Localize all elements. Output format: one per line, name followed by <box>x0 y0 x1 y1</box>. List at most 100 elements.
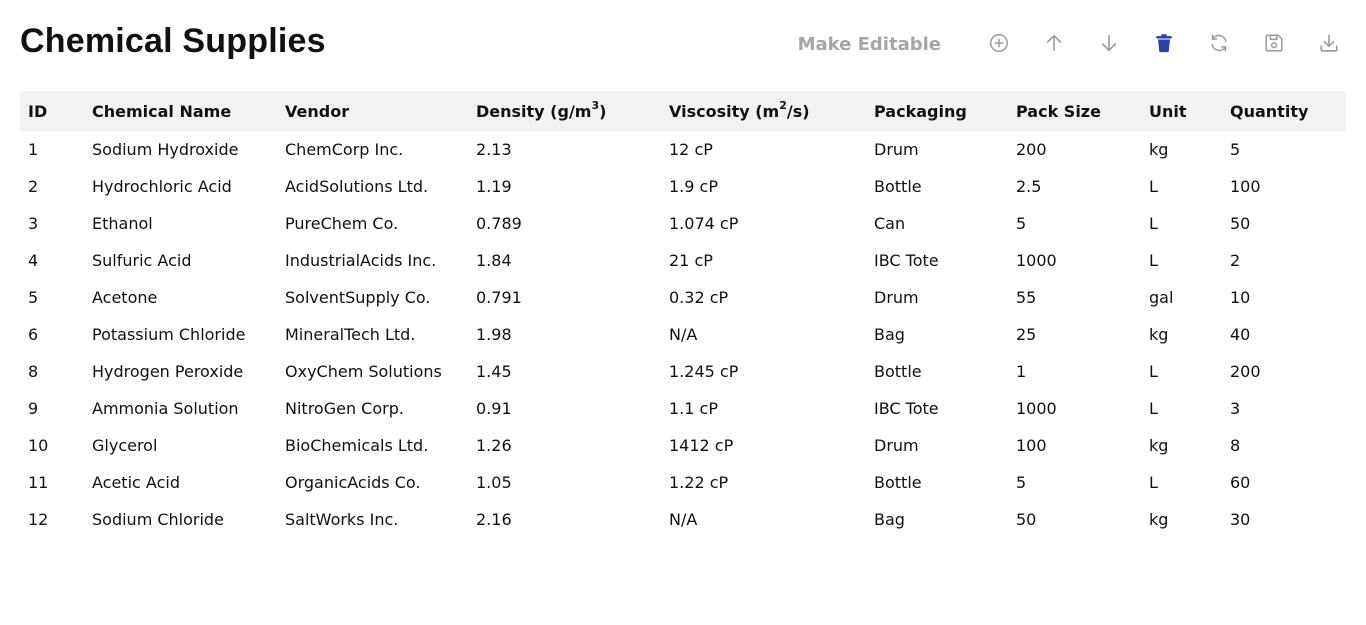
cell-packaging: Bottle <box>874 473 922 492</box>
table-row[interactable]: 8 Hydrogen Peroxide OxyChem Solutions 1.… <box>20 353 1346 390</box>
cell-density: 0.791 <box>476 288 522 307</box>
table-row[interactable]: 4 Sulfuric Acid IndustrialAcids Inc. 1.8… <box>20 242 1346 279</box>
cell-packaging: IBC Tote <box>874 399 939 418</box>
cell-chemical-name: Potassium Chloride <box>92 325 246 344</box>
cell-vendor: SaltWorks Inc. <box>285 510 399 529</box>
cell-unit: L <box>1149 177 1158 196</box>
cell-vendor: OrganicAcids Co. <box>285 473 421 492</box>
table-header-row: ID Chemical Name Vendor Density (g/m3) V… <box>20 91 1346 131</box>
cell-density: 1.19 <box>476 177 512 196</box>
cell-quantity: 50 <box>1230 214 1251 233</box>
table-row[interactable]: 1 Sodium Hydroxide ChemCorp Inc. 2.13 12… <box>20 131 1346 168</box>
table-row[interactable]: 10 Glycerol BioChemicals Ltd. 1.26 1412 … <box>20 427 1346 464</box>
cell-quantity: 60 <box>1230 473 1251 492</box>
cell-chemical-name: Hydrochloric Acid <box>92 177 232 196</box>
table-row[interactable]: 9 Ammonia Solution NitroGen Corp. 0.91 1… <box>20 390 1346 427</box>
cell-quantity: 3 <box>1230 399 1241 418</box>
move-up-button[interactable] <box>1037 26 1071 60</box>
table-row[interactable]: 2 Hydrochloric Acid AcidSolutions Ltd. 1… <box>20 168 1346 205</box>
cell-viscosity: 12 cP <box>669 140 713 159</box>
cell-chemical-name: Glycerol <box>92 436 158 455</box>
cell-quantity: 2 <box>1230 251 1241 270</box>
cell-quantity: 40 <box>1230 325 1251 344</box>
refresh-button[interactable] <box>1202 26 1236 60</box>
header-viscosity[interactable]: Viscosity (m2/s) <box>661 91 866 131</box>
table-body: 1 Sodium Hydroxide ChemCorp Inc. 2.13 12… <box>20 131 1346 538</box>
cell-chemical-name: Ammonia Solution <box>92 399 239 418</box>
supplies-table: ID Chemical Name Vendor Density (g/m3) V… <box>20 91 1346 538</box>
cell-packaging: Bottle <box>874 362 922 381</box>
cell-packaging: Bottle <box>874 177 922 196</box>
cell-id: 1 <box>28 140 39 159</box>
add-circle-icon <box>990 34 1008 52</box>
table-row[interactable]: 3 Ethanol PureChem Co. 0.789 1.074 cP Ca… <box>20 205 1346 242</box>
header-unit[interactable]: Unit <box>1149 101 1187 121</box>
cell-pack-size: 5 <box>1016 214 1027 233</box>
cell-chemical-name: Sodium Chloride <box>92 510 224 529</box>
cell-viscosity: 1.245 cP <box>669 362 739 381</box>
cell-quantity: 8 <box>1230 436 1241 455</box>
header-chemical-name[interactable]: Chemical Name <box>92 101 232 121</box>
table-row[interactable]: 5 Acetone SolventSupply Co. 0.791 0.32 c… <box>20 279 1346 316</box>
cell-packaging: Can <box>874 214 906 233</box>
cell-pack-size: 1000 <box>1016 251 1057 270</box>
make-editable-button[interactable]: Make Editable <box>798 28 941 62</box>
cell-quantity: 30 <box>1230 510 1251 529</box>
cell-unit: kg <box>1149 325 1169 344</box>
refresh-icon <box>1211 34 1227 52</box>
cell-chemical-name: Ethanol <box>92 214 153 233</box>
cell-unit: kg <box>1149 436 1169 455</box>
save-button[interactable] <box>1257 26 1291 60</box>
cell-pack-size: 2.5 <box>1016 177 1042 196</box>
table-row[interactable]: 12 Sodium Chloride SaltWorks Inc. 2.16 N… <box>20 501 1346 538</box>
cell-pack-size: 200 <box>1016 140 1047 159</box>
cell-unit: L <box>1149 362 1158 381</box>
cell-unit: kg <box>1149 140 1169 159</box>
table-row[interactable]: 11 Acetic Acid OrganicAcids Co. 1.05 1.2… <box>20 464 1346 501</box>
cell-viscosity: N/A <box>669 325 698 344</box>
cell-pack-size: 1 <box>1016 362 1027 381</box>
cell-pack-size: 5 <box>1016 473 1027 492</box>
cell-pack-size: 50 <box>1016 510 1037 529</box>
header-packaging[interactable]: Packaging <box>874 101 967 121</box>
download-icon <box>1320 34 1338 52</box>
move-down-button[interactable] <box>1092 26 1126 60</box>
cell-viscosity: 21 cP <box>669 251 713 270</box>
cell-vendor: AcidSolutions Ltd. <box>285 177 429 196</box>
cell-id: 8 <box>28 362 39 381</box>
add-row-button[interactable] <box>982 26 1016 60</box>
cell-viscosity: 0.32 cP <box>669 288 729 307</box>
cell-packaging: Drum <box>874 288 919 307</box>
cell-quantity: 100 <box>1230 177 1261 196</box>
header-pack-size[interactable]: Pack Size <box>1016 101 1101 121</box>
save-icon <box>1265 34 1283 52</box>
header-density-close: ) <box>599 101 607 121</box>
header-density[interactable]: Density (g/m3) <box>468 91 661 131</box>
header-viscosity-close: /s) <box>786 101 810 121</box>
toolbar: Make Editable <box>798 26 1346 60</box>
cell-viscosity: 1.9 cP <box>669 177 718 196</box>
cell-chemical-name: Acetone <box>92 288 158 307</box>
cell-quantity: 5 <box>1230 140 1241 159</box>
cell-vendor: IndustrialAcids Inc. <box>285 251 437 270</box>
cell-chemical-name: Acetic Acid <box>92 473 180 492</box>
header-viscosity-exponent: 2 <box>779 99 787 113</box>
delete-button[interactable] <box>1147 26 1181 60</box>
header-density-text: Density (g/m <box>476 101 592 121</box>
cell-vendor: SolventSupply Co. <box>285 288 431 307</box>
cell-viscosity: 1.074 cP <box>669 214 739 233</box>
header-id[interactable]: ID <box>28 101 48 121</box>
cell-chemical-name: Sulfuric Acid <box>92 251 192 270</box>
cell-packaging: Drum <box>874 436 919 455</box>
header-vendor[interactable]: Vendor <box>285 101 350 121</box>
cell-packaging: Bag <box>874 510 905 529</box>
cell-vendor: PureChem Co. <box>285 214 399 233</box>
header-quantity[interactable]: Quantity <box>1230 101 1309 121</box>
arrow-down-icon <box>1101 34 1117 52</box>
table-row[interactable]: 6 Potassium Chloride MineralTech Ltd. 1.… <box>20 316 1346 353</box>
cell-density: 1.98 <box>476 325 512 344</box>
download-button[interactable] <box>1312 26 1346 60</box>
cell-pack-size: 100 <box>1016 436 1047 455</box>
cell-packaging: Bag <box>874 325 905 344</box>
